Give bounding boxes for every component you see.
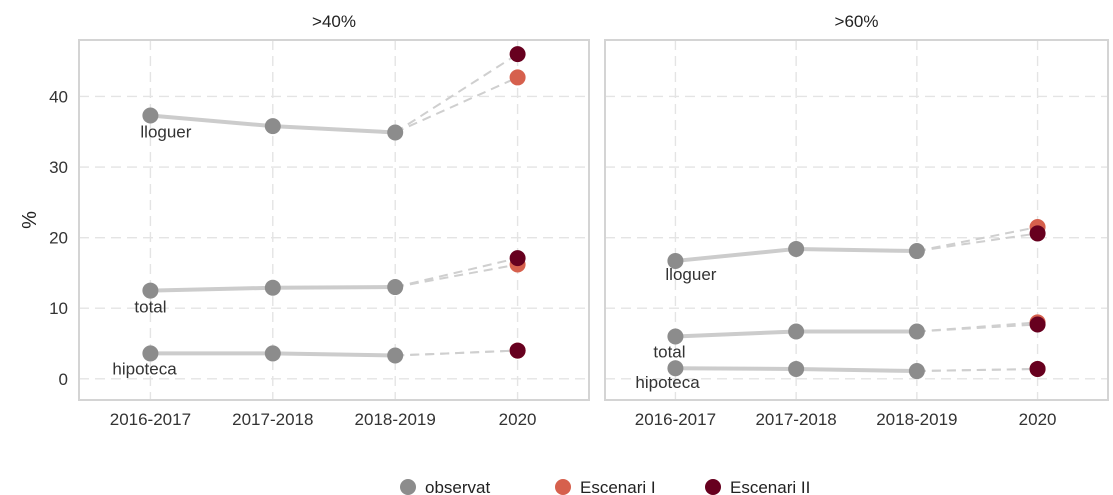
series-label: hipoteca [635, 373, 700, 392]
panel-over-40: >40% 2016-2017 2017-2018 2018-2019 2020 llogu… [78, 12, 590, 429]
observed-point [788, 323, 805, 340]
observed-point [788, 360, 805, 377]
x-tick-label: 2016-2017 [635, 410, 716, 429]
projection-line-escenari-ii [916, 232, 1038, 253]
series-label: lloguer [665, 265, 716, 284]
escenari-ii-point [509, 250, 526, 267]
escenari-ii-point [1029, 225, 1046, 242]
escenari-ii-point [509, 342, 526, 359]
projection-line-escenari-ii [916, 367, 1038, 373]
x-tick-label: 2020 [1019, 410, 1057, 429]
observed-point [142, 345, 159, 362]
observed-point [667, 328, 684, 345]
escenari-i-point [509, 69, 526, 86]
projection-line-escenari-ii [395, 349, 518, 357]
legend-swatch [555, 479, 571, 495]
series-label: total [653, 342, 685, 361]
y-tick-label: 30 [49, 158, 68, 177]
x-tick-label: 2018-2019 [876, 410, 957, 429]
projection-line-escenari-i [916, 226, 1038, 253]
y-axis-title: % [19, 211, 41, 229]
escenari-ii-point [509, 46, 526, 63]
x-tick-label: 2018-2019 [355, 410, 436, 429]
series-hipoteca: hipoteca [635, 360, 1046, 392]
series-lloguer: lloguer [140, 46, 526, 142]
observed-point [264, 118, 281, 135]
y-tick-label: 10 [49, 299, 68, 318]
escenari-ii-point [1029, 316, 1046, 333]
observed-point [788, 240, 805, 257]
series-lloguer: lloguer [665, 219, 1046, 284]
projection-line-escenari-ii [394, 257, 518, 289]
observed-point [142, 282, 159, 299]
series-hipoteca: hipoteca [112, 342, 526, 378]
observed-point [387, 279, 404, 296]
y-tick-label: 20 [49, 229, 68, 248]
legend-label: Escenari I [580, 478, 656, 495]
observed-point [908, 243, 925, 260]
series-label: hipoteca [112, 359, 177, 378]
y-tick-label: 0 [59, 370, 68, 389]
observed-point [387, 347, 404, 364]
x-tick-label: 2017-2018 [755, 410, 836, 429]
panel-title: >40% [312, 12, 356, 31]
observed-point [667, 360, 684, 377]
observed-point [387, 124, 404, 141]
legend-label: observat [425, 478, 490, 495]
series-label: total [134, 298, 166, 317]
series-total: total [653, 314, 1046, 361]
projection-line-escenari-i [395, 263, 518, 289]
observed-point [264, 345, 281, 362]
legend-swatch [705, 479, 721, 495]
legend-label: Escenari II [730, 478, 810, 495]
observed-point [908, 363, 925, 380]
legend-swatch [400, 479, 416, 495]
panel-border [604, 39, 1109, 401]
series-label: lloguer [140, 123, 191, 142]
observed-point [908, 323, 925, 340]
x-tick-label: 2016-2017 [110, 410, 191, 429]
panel-border [78, 39, 590, 401]
panel-over-60: >60% 2016-2017 2017-2018 2018-2019 2020 llogu… [604, 12, 1109, 429]
y-tick-label: 40 [49, 87, 68, 106]
observed-point [142, 107, 159, 124]
projection-line-escenari-ii [394, 53, 519, 134]
x-tick-label: 2017-2018 [232, 410, 313, 429]
panel-title: >60% [835, 12, 879, 31]
observed-point [667, 252, 684, 269]
escenari-ii-point [1029, 360, 1046, 377]
x-tick-label: 2020 [499, 410, 537, 429]
projection-line-escenari-i [394, 76, 519, 134]
series-total: total [134, 250, 526, 317]
legend: observat Escenari I Escenari II [400, 478, 810, 495]
projection-line-escenari-ii [916, 323, 1038, 333]
observed-point [264, 279, 281, 296]
